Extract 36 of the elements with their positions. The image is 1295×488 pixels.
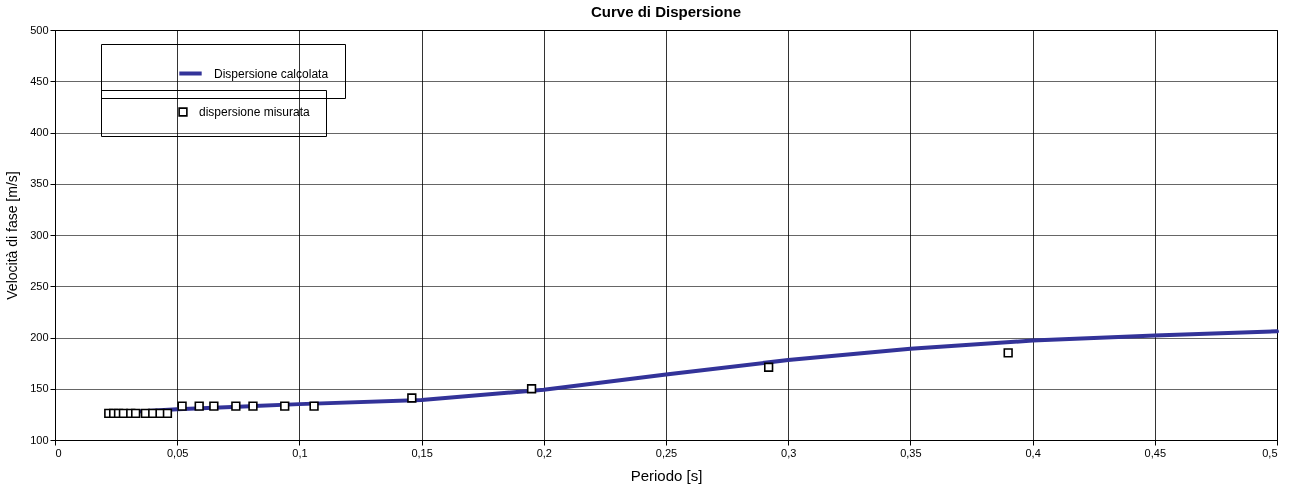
point (177, 401, 187, 411)
y-axis-title: Velocità di fase [m/s] (4, 171, 21, 300)
y-tick-label: 350 (30, 177, 49, 190)
point (162, 408, 173, 419)
x-tick-label: 0,3 (781, 446, 797, 459)
x-tick-label: 0,1 (292, 446, 308, 459)
point (231, 401, 241, 411)
x-tick-label: 0,15 (411, 446, 433, 459)
y-tick-label: 300 (30, 228, 49, 241)
y-tick-label: 200 (30, 331, 49, 343)
point (1003, 348, 1013, 358)
x-tick-label: 0,5 (1262, 446, 1278, 459)
x-tick-label: 0,4 (1025, 446, 1041, 459)
point (248, 401, 258, 411)
point (209, 401, 219, 411)
x-tick-label: 0,35 (900, 446, 922, 459)
chart-title: Curve di Dispersione (590, 3, 742, 20)
point (407, 393, 417, 403)
y-tick-label: 250 (30, 279, 49, 292)
point (280, 401, 290, 411)
x-axis-title: Periodo [s] (630, 466, 703, 484)
point (130, 408, 141, 419)
x-tick-label: 0,2 (536, 446, 552, 459)
y-tick-label: 100 (30, 433, 49, 446)
point (309, 401, 319, 411)
y-tick-label: 450 (30, 74, 49, 87)
point (763, 362, 774, 372)
x-tick-label: 0,05 (166, 446, 189, 459)
x-tick-label: 0 (55, 446, 62, 459)
x-tick-label: 0,45 (1144, 446, 1167, 459)
x-tick-label: 0,25 (655, 446, 678, 459)
point (194, 401, 204, 411)
point (526, 384, 537, 394)
y-tick-label: 500 (30, 23, 49, 36)
y-tick-label: 400 (30, 126, 49, 138)
y-tick-label: 150 (30, 382, 49, 395)
